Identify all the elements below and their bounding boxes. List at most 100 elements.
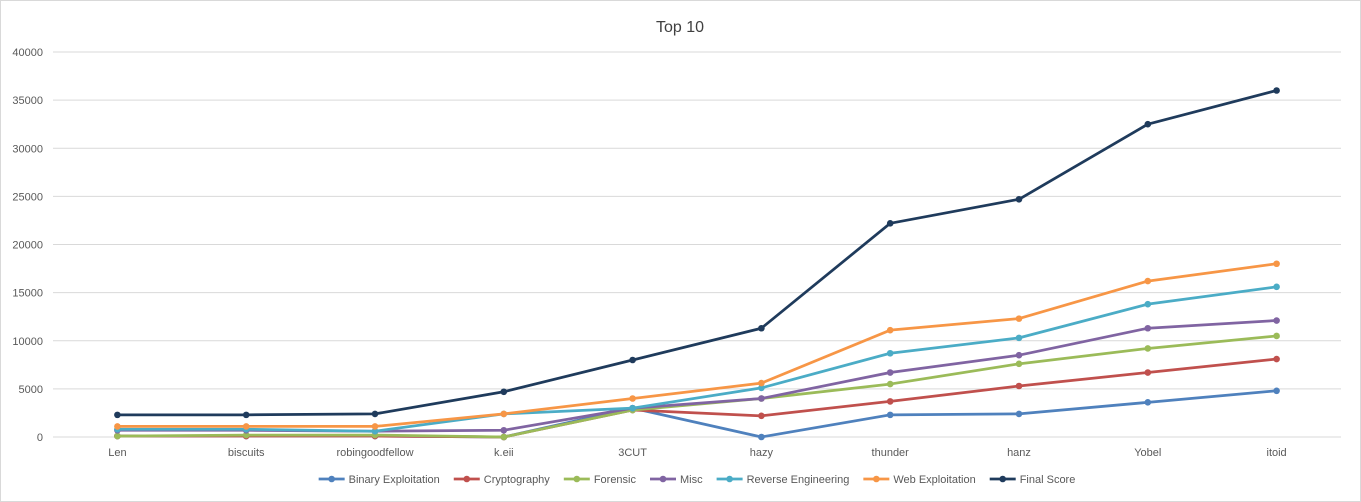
data-point [1144,277,1152,285]
x-tick-label: k.eii [494,447,514,459]
data-point [758,395,765,402]
legend-label: Reverse Engineering [747,474,850,486]
data-point [242,423,250,430]
data-point [1144,120,1152,128]
data-point [758,379,765,387]
data-point [1273,387,1280,395]
legend-item: Reverse Engineering [716,474,850,486]
data-point [886,398,894,405]
series-forensic [114,332,1280,441]
data-point [629,404,636,412]
series-line [116,285,1278,433]
data-point [242,431,250,439]
y-tick-label: 0 [37,432,43,444]
data-point [1273,283,1280,291]
data-point [371,423,379,430]
data-point [886,220,894,227]
x-tick-label: itoid [1267,447,1287,459]
legend-swatch-marker [999,475,1007,483]
legend-label: Forensic [594,474,637,486]
y-tick-label: 35000 [12,95,43,107]
data-point [1273,332,1280,340]
legend-swatch-marker [328,475,335,483]
data-point [1273,317,1280,324]
data-point [114,432,121,440]
data-point [1144,345,1152,352]
data-point [758,324,765,332]
legend-item: Misc [650,474,703,486]
legend-label: Misc [680,474,703,486]
legend-swatch-marker [463,475,471,483]
series-line [116,262,1278,428]
x-tick-label: thunder [872,447,910,459]
data-point [114,423,121,430]
data-point [500,433,508,441]
x-tick-label: Yobel [1134,447,1161,459]
data-point [1015,382,1023,390]
series-web-exploitation [114,260,1280,430]
x-tick-label: 3CUT [618,447,647,459]
y-tick-label: 10000 [12,336,43,348]
chart-title: Top 10 [656,19,704,36]
series-final-score [114,87,1280,419]
data-point [371,427,379,435]
data-point [886,349,894,357]
data-point [242,411,250,419]
legend-label: Binary Exploitation [349,474,440,486]
data-point [371,410,379,418]
legend-item: Binary Exploitation [318,474,440,486]
data-point [1015,351,1023,359]
data-point [1144,324,1152,332]
legend-label: Final Score [1020,474,1076,486]
x-tick-label: hazy [750,447,774,459]
y-tick-label: 15000 [12,288,43,300]
data-point [500,388,508,396]
legend-item: Final Score [989,474,1076,486]
data-point [629,395,636,402]
legend-swatch-marker [573,475,581,483]
data-point [1144,300,1152,308]
data-point [886,411,894,419]
series-line [116,89,1278,417]
y-tick-label: 25000 [12,191,43,203]
data-point [114,411,121,419]
data-point [1144,369,1152,376]
x-tick-label: biscuits [228,447,265,459]
gridlines [53,51,1341,438]
legend: Binary Exploitation Cryptography Forensic M… [318,474,1076,486]
data-point [1144,399,1152,406]
data-point [886,326,894,334]
data-point [1273,260,1280,268]
data-point [500,410,508,418]
data-point [500,426,508,434]
series-lines [114,87,1280,441]
legend-item: Forensic [563,474,637,486]
data-point [758,433,765,441]
data-point [886,380,894,388]
legend-label: Cryptography [484,474,551,486]
legend-swatch-marker [659,475,667,483]
data-point [886,369,894,376]
data-point [1015,315,1023,322]
data-point [1273,355,1280,363]
legend-swatch-marker [873,475,880,483]
legend-label: Web Exploitation [893,474,975,486]
data-point [1273,87,1280,94]
legend-item: Cryptography [453,474,551,486]
data-point [1015,334,1023,342]
y-axis-ticks: 0 5000 10000 15000 20000 25000 30000 35000 40000 [12,47,43,444]
legend-swatch-marker [726,475,733,483]
data-point [1015,360,1023,368]
y-tick-label: 5000 [19,384,43,396]
y-tick-label: 30000 [12,143,43,155]
y-tick-label: 20000 [12,240,43,252]
x-tick-label: hanz [1007,447,1031,459]
data-point [758,384,765,392]
y-tick-label: 40000 [12,47,43,59]
data-point [758,412,765,420]
legend-item: Web Exploitation [863,474,976,486]
data-point [629,356,636,364]
x-axis-ticks: Len biscuits robingoodfellow k.eii 3CUT hazy t… [108,447,1286,459]
